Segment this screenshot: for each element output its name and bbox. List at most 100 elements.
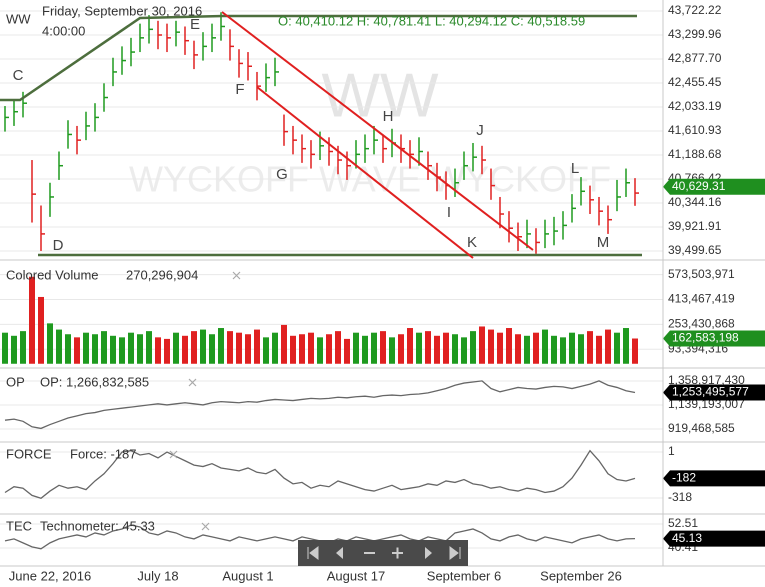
volume-bar	[101, 331, 107, 364]
volume-bar	[533, 332, 539, 364]
y-tick-label: 42,877.70	[668, 51, 722, 65]
close-icon[interactable]	[232, 271, 241, 280]
volume-bar	[110, 335, 116, 364]
time: 4:00:00	[42, 23, 85, 38]
volume-bar	[263, 337, 269, 364]
indicator-line	[4, 449, 636, 500]
panel-title: Colored Volume	[6, 267, 99, 282]
ticker: WW	[6, 11, 31, 26]
x-tick-label: August 17	[327, 568, 386, 583]
volume-bar	[569, 332, 575, 364]
x-tick-label: June 22, 2016	[9, 568, 91, 583]
volume-bar	[542, 329, 548, 364]
volume-bar	[506, 328, 512, 364]
panel-title: FORCE	[6, 446, 52, 461]
y-tick-label: 413,467,419	[668, 292, 735, 306]
volume-bar	[245, 334, 251, 364]
volume-bar	[155, 337, 161, 364]
indicator-line	[4, 380, 636, 430]
last-value-flag	[663, 470, 765, 487]
volume-bar	[209, 334, 215, 364]
first-button[interactable]	[307, 546, 319, 560]
volume-bar	[497, 332, 503, 364]
volume-bar	[272, 332, 278, 364]
volume-bar	[137, 334, 143, 364]
last-value-label: -182	[672, 471, 696, 485]
y-tick-label: 41,610.93	[668, 123, 722, 137]
volume-bar	[11, 335, 17, 364]
volume-bar	[74, 337, 80, 364]
volume-bar	[326, 334, 332, 364]
y-tick-label: 1,358,917,430	[668, 373, 745, 387]
volume-bar	[317, 337, 323, 364]
watermark-ticker: WW	[321, 61, 439, 130]
last-value-flag	[663, 330, 765, 347]
volume-bar	[461, 337, 467, 364]
back-button[interactable]	[336, 547, 343, 559]
volume-bar	[488, 329, 494, 364]
y-tick-label: 42,455.45	[668, 75, 722, 89]
panel-value: OP: 1,266,832,585	[40, 374, 149, 389]
volume-bar	[416, 332, 422, 364]
volume-bar	[47, 323, 53, 364]
volume-bar	[200, 329, 206, 364]
last-value-label: 45.13	[672, 531, 702, 545]
volume-bar	[254, 329, 260, 364]
y-tick-label: 40,344.16	[668, 195, 722, 209]
volume-bar	[65, 334, 71, 364]
wave-label: G	[276, 166, 288, 183]
y-tick-label: 42,033.19	[668, 99, 722, 113]
volume-bar	[335, 331, 341, 364]
close-icon[interactable]	[188, 378, 197, 387]
last-value-flag	[663, 178, 765, 195]
volume-bar	[362, 335, 368, 364]
volume-bar	[623, 328, 629, 364]
volume-bar	[119, 337, 125, 364]
volume-bar	[2, 332, 8, 364]
volume-bar	[479, 326, 485, 364]
volume-bar	[227, 331, 233, 364]
volume-bar	[560, 337, 566, 364]
volume-bar	[407, 328, 413, 364]
forward-button[interactable]	[425, 547, 432, 559]
last-value-label: 40,629.31	[672, 179, 726, 193]
volume-bar	[551, 335, 557, 364]
last-button[interactable]	[449, 546, 461, 560]
channel-line	[221, 11, 534, 251]
y-tick-label: 39,499.65	[668, 243, 722, 257]
close-icon[interactable]	[169, 450, 178, 459]
wave-label: F	[235, 81, 244, 98]
y-tick-label: -318	[668, 490, 692, 504]
volume-bar	[443, 332, 449, 364]
volume-bar	[191, 331, 197, 364]
y-tick-label: 52.51	[668, 516, 698, 530]
x-tick-label: September 6	[427, 568, 501, 583]
y-tick-label: 39,921.91	[668, 219, 722, 233]
volume-bar	[308, 332, 314, 364]
x-tick-label: July 18	[137, 568, 178, 583]
volume-bar	[452, 334, 458, 364]
panel-value: 270,296,904	[126, 267, 198, 282]
volume-bar	[299, 334, 305, 364]
volume-bar	[380, 331, 386, 364]
zoom-in-button[interactable]	[392, 547, 403, 559]
panel-title: TEC	[6, 518, 32, 533]
y-tick-label: 1,139,193,007	[668, 397, 745, 411]
wave-label: H	[383, 108, 394, 125]
wave-label: D	[53, 237, 64, 254]
x-tick-label: August 1	[222, 568, 273, 583]
last-value-flag	[663, 384, 765, 401]
panel-value: Technometer: 45.33	[40, 518, 155, 533]
volume-bar	[353, 332, 359, 364]
volume-bar	[164, 338, 170, 364]
wave-label: I	[447, 204, 451, 221]
volume-bar	[524, 335, 530, 364]
volume-bar	[173, 332, 179, 364]
y-tick-label: 41,188.68	[668, 147, 722, 161]
y-tick-label: 1	[668, 444, 675, 458]
last-value-label: 1,253,495,577	[672, 385, 749, 399]
close-icon[interactable]	[201, 522, 210, 531]
